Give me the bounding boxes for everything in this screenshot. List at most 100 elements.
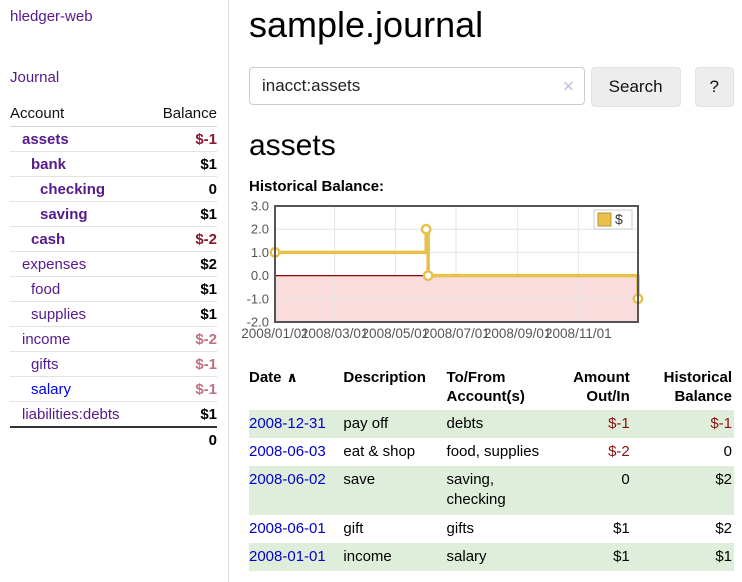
account-row: income $-2 [10, 327, 217, 352]
main-panel: sample.journal ✕ Search ? assets Histori… [229, 0, 742, 582]
register-header-accounts: To/From Account(s) [446, 369, 525, 405]
account-balance: $-1 [195, 381, 217, 398]
sidebar-account-assets[interactable]: assets [22, 131, 69, 148]
register-body: 2008-12-31 pay off debts $-1 $-1 2008-06-03 ea… [249, 409, 734, 571]
account-row: liabilities:debts $1 [10, 402, 217, 426]
register-header-description: Description [343, 369, 426, 386]
account-heading: assets [249, 129, 336, 162]
sidebar-account-supplies[interactable]: supplies [31, 306, 87, 323]
register-description: eat & shop [343, 442, 416, 460]
page-title: sample.journal [249, 4, 484, 45]
account-row: gifts $-1 [10, 352, 217, 377]
x-tick-label: 2008/07/01 [422, 326, 490, 341]
x-tick-label: 2008/11/01 [545, 326, 612, 341]
register-table: Date ∧ Description To/From Account(s) Amo… [249, 367, 734, 571]
register-accounts: saving, checking [446, 471, 506, 509]
help-button[interactable]: ? [694, 67, 734, 107]
sidebar-account-salary[interactable]: salary [31, 381, 72, 398]
sidebar-account-checking[interactable]: checking [40, 181, 106, 198]
register-description: save [343, 471, 376, 488]
register-date-link[interactable]: 2008-06-01 [249, 519, 326, 537]
y-tick-label: 3.0 [251, 199, 269, 214]
x-tick-label: 2008/03/01 [301, 326, 369, 341]
register-balance: $2 [715, 519, 732, 537]
register-description: pay off [343, 414, 389, 432]
journal-link[interactable]: Journal [10, 69, 60, 86]
search-box: ✕ [249, 67, 585, 107]
account-balance: $-1 [195, 356, 217, 373]
account-balance: $1 [200, 406, 217, 423]
chart-title: Historical Balance: [249, 178, 385, 195]
sidebar-account-cash[interactable]: cash [31, 231, 66, 248]
register-accounts: debts [446, 414, 484, 432]
account-row: food $1 [10, 277, 217, 302]
chart-canvas: $3.0 2.0 1.0 0.0 -1.0 -2.02008/01/012008/03/0… [241, 199, 644, 341]
accounts-rows: assets $-1 bank $1 checking 0 saving $1 cash $-2 e… [10, 127, 217, 426]
register-accounts: salary [446, 547, 487, 565]
chart-legend-label: $ [615, 211, 623, 227]
register-header-balance: Historical Balance [663, 369, 732, 405]
x-tick-label: 2008/09/01 [484, 326, 552, 341]
accounts-total-value: 0 [208, 432, 217, 449]
account-row: bank $1 [10, 152, 217, 177]
register-header-row: Date ∧ Description To/From Account(s) Amo… [249, 367, 734, 410]
register-balance: 0 [723, 442, 732, 460]
register-accounts: gifts [446, 519, 475, 537]
register-header-amount: Amount Out/In [573, 369, 630, 405]
account-balance: $1 [200, 281, 217, 298]
register-date-link[interactable]: 2008-12-31 [249, 414, 326, 432]
y-tick-label: 0.0 [251, 268, 269, 283]
account-row: assets $-1 [10, 127, 217, 152]
account-row: supplies $1 [10, 302, 217, 327]
clear-search-icon[interactable]: ✕ [562, 78, 575, 96]
register-amount: $-2 [608, 442, 630, 460]
y-tick-label: -1.0 [247, 291, 269, 306]
sidebar-account-gifts[interactable]: gifts [31, 356, 59, 373]
accounts-header-account: Account [10, 105, 65, 122]
accounts-table: Account Balance assets $-1 bank $1 checking 0… [10, 102, 217, 453]
account-row: cash $-2 [10, 227, 217, 252]
register-description: income [343, 547, 392, 565]
account-balance: $2 [200, 256, 217, 273]
search-bar: ✕ Search ? [249, 67, 734, 107]
register-balance: $-1 [710, 414, 732, 432]
sidebar-account-expenses[interactable]: expenses [22, 256, 87, 273]
account-balance: $-1 [195, 131, 217, 148]
account-row: checking 0 [10, 177, 217, 202]
register-row: 2008-12-31 pay off debts $-1 $-1 [249, 409, 734, 438]
sidebar-account-saving[interactable]: saving [40, 206, 88, 223]
register-row: 2008-06-03 eat & shop food, supplies $-2 0 [249, 438, 734, 466]
sidebar-account-bank[interactable]: bank [31, 156, 67, 173]
brand: hledger-web [10, 8, 217, 25]
y-tick-label: 2.0 [251, 222, 269, 237]
account-balance: $-2 [195, 231, 217, 248]
account-row: salary $-1 [10, 377, 217, 402]
sidebar-nav: Journal [10, 69, 217, 86]
register-date-link[interactable]: 2008-06-02 [249, 471, 326, 488]
account-balance: $-2 [195, 331, 217, 348]
y-tick-label: 1.0 [251, 245, 269, 260]
register-header-date[interactable]: Date ∧ [249, 369, 298, 386]
sidebar-account-liabilities-debts[interactable]: liabilities:debts [22, 406, 120, 423]
register-description: gift [343, 519, 364, 537]
accounts-table-header: Account Balance [10, 102, 217, 127]
brand-link[interactable]: hledger-web [10, 8, 93, 25]
register-amount: $1 [613, 519, 630, 537]
account-balance: $1 [200, 306, 217, 323]
search-input[interactable] [249, 67, 585, 105]
register-date-link[interactable]: 2008-06-03 [249, 442, 326, 460]
account-balance: $1 [200, 206, 217, 223]
account-balance: 0 [208, 181, 217, 198]
account-row: saving $1 [10, 202, 217, 227]
x-tick-label: 2008/05/01 [362, 326, 430, 341]
sidebar-account-food[interactable]: food [31, 281, 61, 298]
register-date-link[interactable]: 2008-01-01 [249, 547, 326, 565]
register-accounts: food, supplies [446, 442, 540, 460]
register-amount: $-1 [608, 414, 630, 432]
historical-balance-chart: $3.0 2.0 1.0 0.0 -1.0 -2.0 2008/01/01 2008/03/0… [241, 199, 734, 349]
register-row: 2008-06-01 gift gifts $1 $2 [249, 515, 734, 543]
register-balance: $1 [715, 547, 732, 565]
search-button[interactable]: Search [590, 67, 681, 107]
sidebar-account-income[interactable]: income [22, 331, 71, 348]
